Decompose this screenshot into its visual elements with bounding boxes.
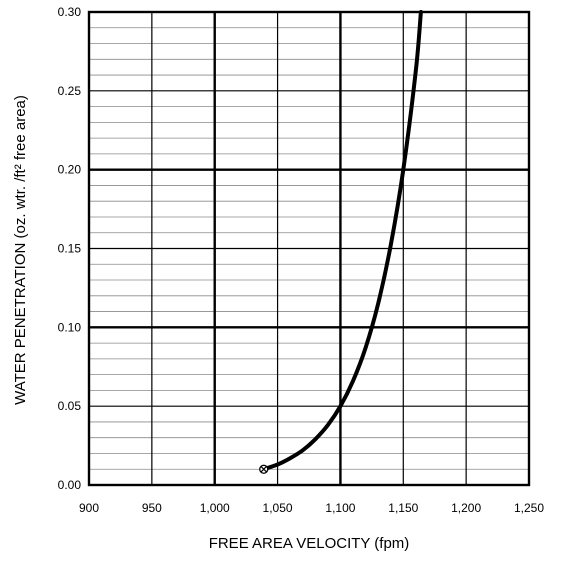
water-penetration-curve xyxy=(261,10,423,472)
x-tick-label: 950 xyxy=(142,501,162,515)
y-tick-label: 0.25 xyxy=(58,84,82,98)
series xyxy=(259,10,423,474)
y-tick-label: 0.00 xyxy=(58,478,82,492)
x-tick-label: 900 xyxy=(79,501,99,515)
x-tick-label: 1,200 xyxy=(451,501,481,515)
y-axis-title: WATER PENETRATION (oz. wtr. /ft² free ar… xyxy=(12,95,29,405)
grid xyxy=(87,10,531,487)
start-point-marker xyxy=(259,464,269,474)
plot-frame xyxy=(87,10,531,487)
x-tick-label: 1,000 xyxy=(200,501,230,515)
x-tick-label: 1,250 xyxy=(514,501,544,515)
x-tick-label: 1,050 xyxy=(263,501,293,515)
x-axis-title: FREE AREA VELOCITY (fpm) xyxy=(209,535,410,552)
y-tick-label: 0.10 xyxy=(58,320,82,334)
x-tick-label: 1,150 xyxy=(388,501,418,515)
x-tick-label: 1,100 xyxy=(325,501,355,515)
y-tick-label: 0.20 xyxy=(58,163,82,177)
tick-labels: 0.00 0.05 0.10 0.15 0.20 0.25 0.30 900 950 1,000 1… xyxy=(58,5,545,515)
start-point-cross xyxy=(260,465,268,473)
y-tick-label: 0.30 xyxy=(58,5,82,19)
y-tick-label: 0.15 xyxy=(58,242,82,256)
y-tick-label: 0.05 xyxy=(58,399,82,413)
